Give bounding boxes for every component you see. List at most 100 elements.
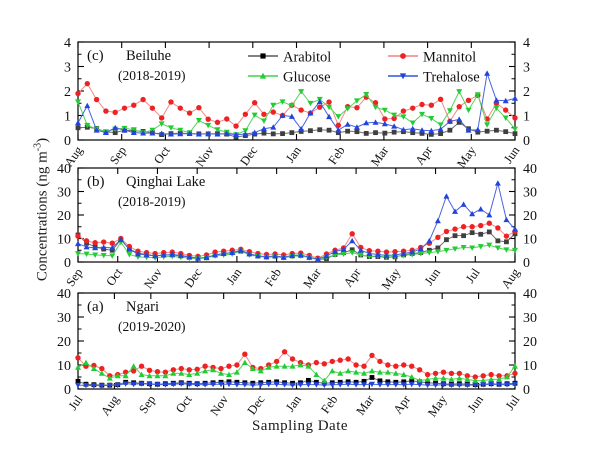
data-marker bbox=[75, 355, 81, 361]
data-marker bbox=[112, 109, 118, 116]
data-marker bbox=[297, 251, 304, 258]
data-marker bbox=[321, 377, 328, 383]
legend: Arabitol Mannitol Glucose Trehalose bbox=[248, 50, 480, 86]
data-marker bbox=[399, 73, 407, 80]
data-marker bbox=[443, 228, 450, 235]
panel-subtitle: (2018-2019) bbox=[118, 194, 186, 209]
data-marker bbox=[503, 233, 510, 239]
data-marker bbox=[270, 131, 276, 137]
data-marker bbox=[279, 99, 286, 105]
panel-letter: (a) bbox=[87, 299, 104, 315]
data-marker bbox=[75, 378, 81, 384]
data-marker bbox=[101, 239, 107, 245]
data-marker bbox=[480, 382, 487, 388]
data-marker bbox=[428, 116, 435, 122]
data-marker bbox=[146, 372, 153, 379]
x-tick-label: Jan bbox=[283, 143, 304, 165]
data-marker bbox=[345, 368, 352, 374]
y-tick-label-left: 40 bbox=[57, 287, 71, 302]
data-marker bbox=[149, 105, 156, 111]
data-marker bbox=[416, 382, 423, 388]
data-marker bbox=[121, 105, 128, 111]
data-marker bbox=[306, 254, 313, 260]
data-marker bbox=[401, 362, 407, 368]
data-marker bbox=[168, 99, 174, 105]
data-marker bbox=[249, 365, 256, 371]
x-tick-label: Apr bbox=[391, 392, 414, 417]
data-marker bbox=[314, 256, 321, 262]
data-marker bbox=[440, 369, 447, 375]
data-marker bbox=[472, 382, 479, 389]
data-marker bbox=[465, 127, 472, 133]
x-tick-label: Apr bbox=[341, 265, 364, 290]
data-marker bbox=[195, 131, 202, 137]
data-marker bbox=[337, 370, 344, 376]
data-marker bbox=[270, 109, 276, 115]
data-marker bbox=[75, 382, 81, 389]
data-marker bbox=[134, 251, 141, 257]
y-tick-label-right: 40 bbox=[523, 162, 537, 177]
data-marker bbox=[321, 382, 328, 389]
data-marker bbox=[464, 373, 471, 379]
data-marker bbox=[218, 381, 225, 388]
data-marker bbox=[503, 216, 510, 223]
data-marker bbox=[456, 375, 463, 381]
data-marker bbox=[486, 212, 493, 218]
data-marker bbox=[233, 382, 240, 388]
x-tick-label: Oct bbox=[103, 265, 125, 288]
data-marker bbox=[344, 106, 351, 112]
data-marker bbox=[408, 381, 415, 388]
data-marker bbox=[186, 371, 193, 377]
data-marker bbox=[195, 118, 202, 124]
data-marker bbox=[281, 349, 288, 355]
data-marker bbox=[308, 128, 313, 134]
data-marker bbox=[224, 116, 230, 122]
x-tick-label: Oct bbox=[173, 392, 195, 415]
y-tick-label-right: 10 bbox=[523, 359, 537, 374]
data-marker bbox=[289, 130, 295, 136]
data-marker bbox=[154, 372, 161, 379]
data-marker bbox=[382, 130, 388, 136]
data-marker bbox=[434, 249, 441, 255]
data-marker bbox=[474, 126, 481, 133]
data-marker bbox=[140, 96, 146, 103]
data-marker bbox=[126, 252, 133, 258]
data-marker bbox=[504, 239, 509, 245]
data-marker bbox=[122, 381, 129, 387]
data-marker bbox=[484, 70, 491, 76]
data-marker bbox=[448, 376, 455, 382]
y-tick-label-left: 0 bbox=[64, 383, 71, 398]
data-marker bbox=[494, 180, 501, 186]
data-marker bbox=[205, 122, 212, 129]
data-marker bbox=[82, 383, 89, 389]
x-tick-label: Feb bbox=[318, 393, 340, 416]
y-tick-label-left: 4 bbox=[64, 36, 71, 51]
data-marker bbox=[210, 366, 217, 373]
data-marker bbox=[440, 375, 447, 381]
data-marker bbox=[177, 127, 184, 134]
data-marker bbox=[186, 130, 193, 137]
x-tick-label: Nov bbox=[141, 265, 165, 291]
x-tick-label: Dec bbox=[245, 392, 268, 417]
data-marker bbox=[426, 237, 433, 244]
data-marker bbox=[84, 122, 91, 129]
data-marker bbox=[374, 251, 381, 257]
data-marker bbox=[410, 130, 416, 136]
data-marker bbox=[447, 127, 453, 133]
data-marker bbox=[443, 193, 450, 199]
data-marker bbox=[452, 226, 458, 232]
data-marker bbox=[326, 127, 332, 133]
data-marker bbox=[437, 122, 444, 128]
data-marker bbox=[383, 252, 390, 258]
y-tick-label-left: 0 bbox=[64, 256, 71, 271]
data-marker bbox=[251, 129, 258, 136]
data-marker bbox=[354, 129, 360, 135]
x-tick-label: Aug bbox=[499, 265, 523, 291]
data-marker bbox=[486, 229, 492, 235]
data-marker bbox=[298, 89, 305, 95]
data-marker bbox=[162, 382, 169, 388]
legend-label-trehalose: Trehalose bbox=[423, 70, 480, 86]
data-marker bbox=[307, 110, 314, 116]
data-marker bbox=[205, 116, 211, 122]
